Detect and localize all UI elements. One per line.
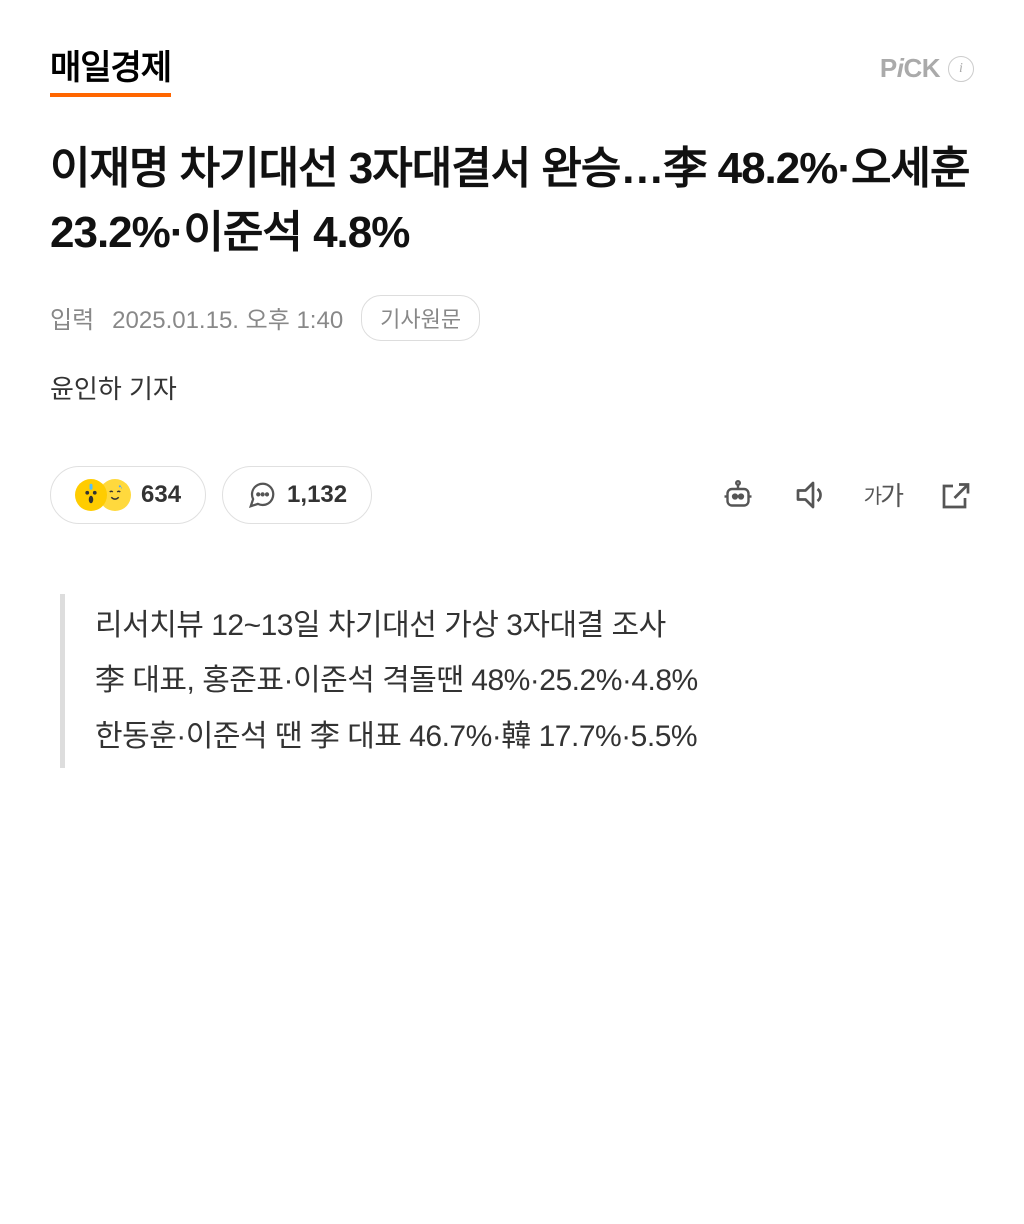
share-button[interactable] [938,477,974,513]
summary-block: 리서치뷰 12~13일 차기대선 가상 3자대결 조사 李 대표, 홍준표·이준… [60,594,974,769]
input-label: 입력 [50,300,94,335]
speaker-icon [792,477,828,513]
share-icon [938,477,974,513]
action-row: 634 1,132 [50,466,974,524]
ai-summary-button[interactable] [720,477,756,513]
summary-line: 리서치뷰 12~13일 차기대선 가상 3자대결 조사 [95,598,974,654]
font-large-icon: 가 [880,476,902,513]
font-size-button[interactable]: 가가 [864,476,902,513]
summary-line: 한동훈·이준석 땐 李 대표 46.7%·韓 17.7%·5.5% [95,709,974,765]
header-row: 매일경제 PiCK i [50,40,974,97]
comments-count: 1,132 [287,481,347,509]
comments-button[interactable]: 1,132 [222,466,372,524]
action-left-group: 634 1,132 [50,466,372,524]
robot-icon [720,477,756,513]
summary-line: 李 대표, 홍준표·이준석 격돌땐 48%·25.2%·4.8% [95,653,974,709]
font-small-icon: 가 [864,480,880,509]
reactions-count: 634 [141,481,181,509]
pick-label: PiCK [880,53,940,84]
info-icon[interactable]: i [948,56,974,82]
publish-datetime: 2025.01.15. 오후 1:40 [112,300,343,335]
surprised-emoji-icon [75,479,107,511]
reporter-name[interactable]: 윤인하 기자 [50,369,974,406]
original-article-button[interactable]: 기사원문 [361,295,480,341]
publisher-logo[interactable]: 매일경제 [50,40,171,97]
emoji-stack [75,479,131,511]
article-headline: 이재명 차기대선 3자대결서 완승…李 48.2%·오세훈 23.2%·이준석 … [50,137,974,265]
meta-row: 입력 2025.01.15. 오후 1:40 기사원문 [50,295,974,341]
pick-badge[interactable]: PiCK i [880,53,974,84]
reactions-button[interactable]: 634 [50,466,206,524]
tts-button[interactable] [792,477,828,513]
comment-icon [247,480,277,510]
action-right-group: 가가 [720,476,974,513]
